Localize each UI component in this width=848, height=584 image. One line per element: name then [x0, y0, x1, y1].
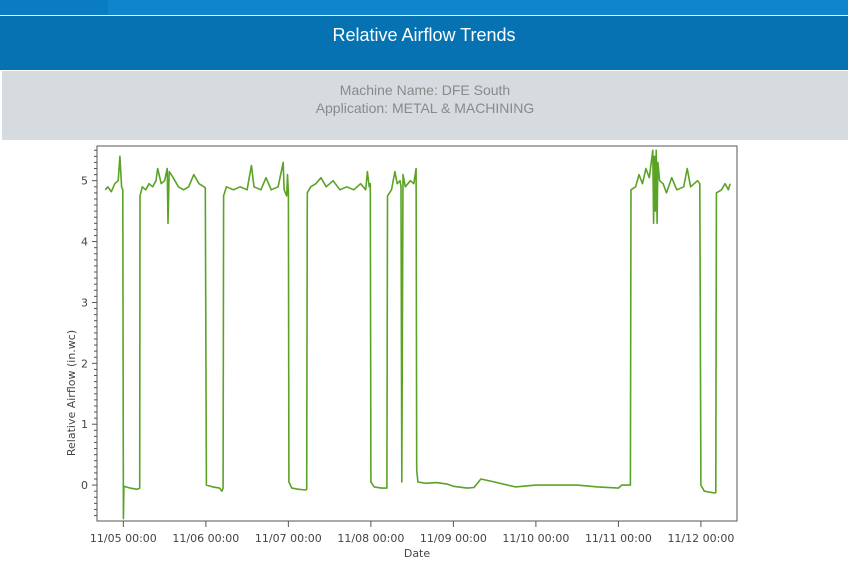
x-tick-label: 11/08 00:00	[337, 532, 404, 545]
page-title: Relative Airflow Trends	[332, 25, 516, 45]
machine-name: Machine Name: DFE South	[339, 82, 511, 98]
page-header: Relative Airflow Trends	[0, 16, 848, 70]
top-nav-tab[interactable]	[0, 0, 108, 15]
y-tick-label: 2	[81, 357, 88, 370]
y-tick-label: 1	[81, 418, 88, 431]
application-name: Application: METAL & MACHINING	[315, 100, 535, 116]
y-tick-label: 0	[81, 479, 88, 492]
y-tick-label: 3	[81, 296, 88, 309]
y-tick-label: 5	[81, 175, 88, 188]
x-tick-label: 11/07 00:00	[255, 532, 322, 545]
x-tick-label: 11/10 00:00	[502, 532, 569, 545]
plot-frame	[96, 145, 738, 522]
y-tick-label: 4	[81, 236, 88, 249]
airflow-chart: 0 1 2 3 4 5 11/05 00:00 11/06 00:00 11/07 00:00…	[65, 145, 738, 560]
series-line	[104, 149, 731, 520]
x-tick-label: 11/12 00:00	[667, 532, 734, 545]
top-nav-bar	[0, 0, 848, 15]
x-tick-label: 11/06 00:00	[172, 532, 239, 545]
machine-info-panel: Machine Name: DFE South Application: MET…	[2, 71, 848, 140]
y-axis-label: Relative Airflow (in.wc)	[65, 330, 78, 456]
x-tick-label: 11/11 00:00	[585, 532, 652, 545]
x-axis-label: Date	[404, 547, 431, 560]
x-tick-label: 11/05 00:00	[90, 532, 157, 545]
x-tick-label: 11/09 00:00	[420, 532, 487, 545]
